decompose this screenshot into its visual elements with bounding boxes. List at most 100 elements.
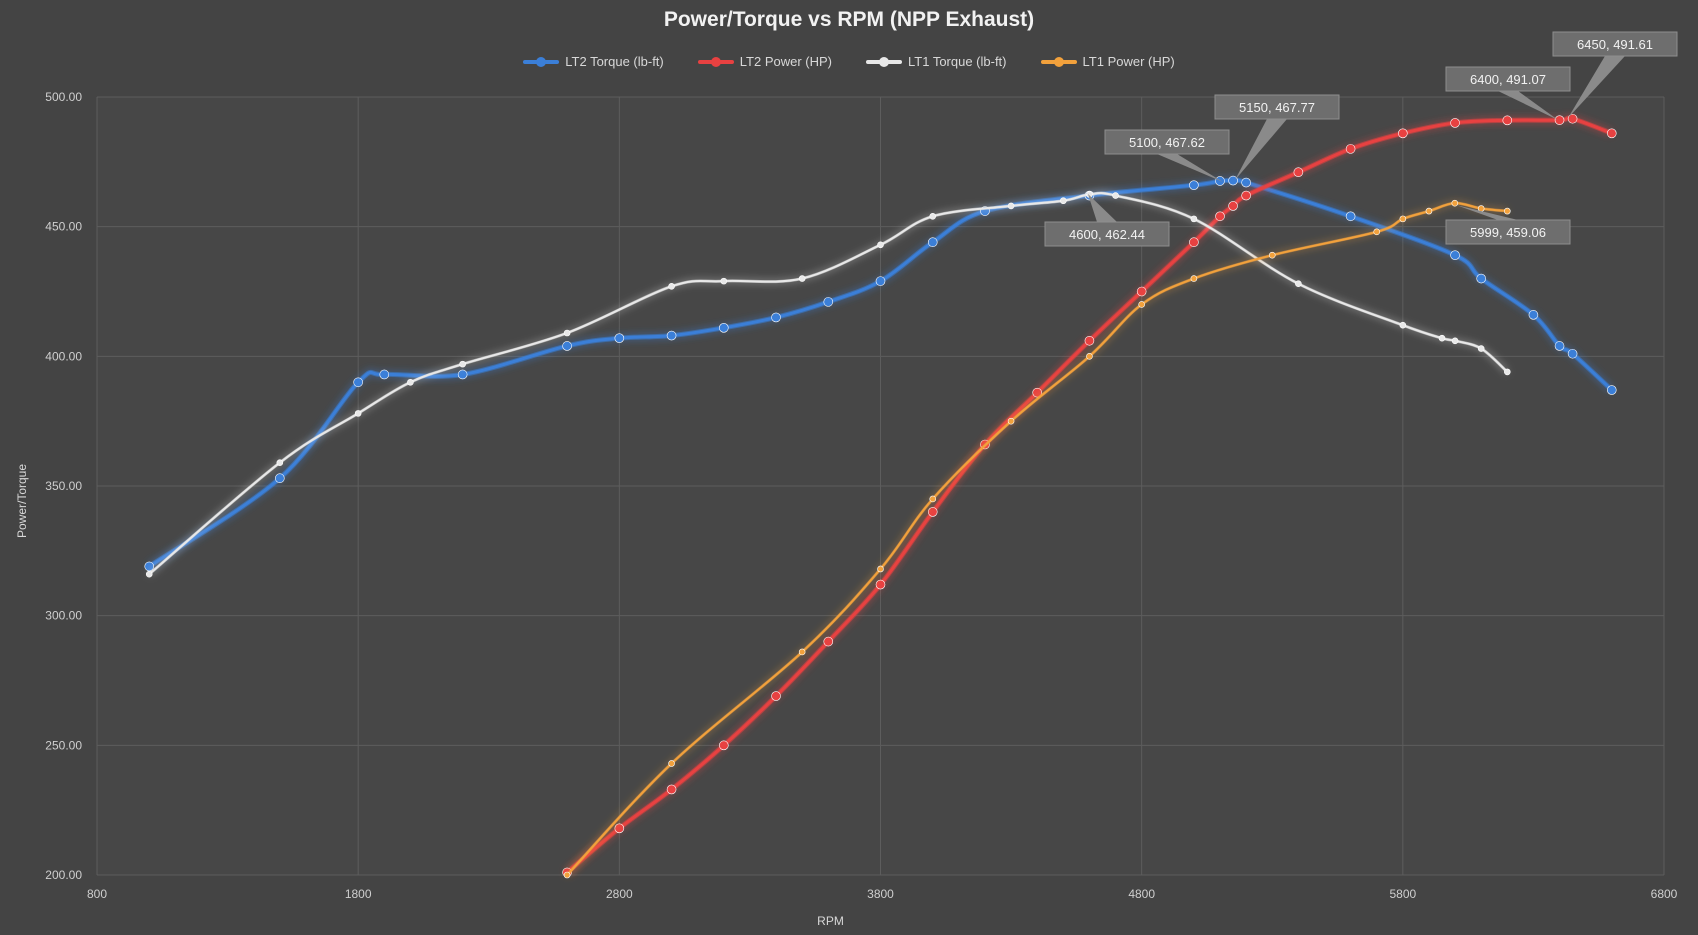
callout-label: 5150, 467.77 (1239, 100, 1315, 115)
data-point (1373, 228, 1381, 236)
data-point (1606, 385, 1617, 395)
callout-pointer (1456, 205, 1518, 220)
y-tick-label: 300.00 (45, 609, 82, 623)
callout-box (1445, 219, 1571, 245)
callout-label: 5100, 467.62 (1129, 135, 1205, 150)
data-point (614, 333, 625, 343)
series-1 (562, 113, 1617, 878)
data-point (1215, 211, 1225, 222)
data-point (1504, 207, 1511, 215)
data-point (1450, 118, 1460, 128)
axes-layer: 800 1800 2800 3800 4800 5800 6800 200.00 250.00 3… (15, 90, 1678, 928)
data-point (1502, 115, 1513, 126)
data-point (1228, 201, 1238, 211)
annotation-callout: 4600, 462.44 (1044, 194, 1170, 247)
callout-label: 6400, 491.07 (1470, 72, 1546, 87)
data-point (614, 823, 625, 834)
annotations-layer: 4600, 462.44 5100, 467.62 5150, 467.77 5999… (1044, 31, 1678, 247)
data-point (1190, 215, 1198, 223)
data-point (1451, 337, 1459, 345)
data-point (354, 410, 362, 417)
legend-label: LT2 Power (HP) (739, 54, 832, 69)
data-point (276, 459, 284, 466)
data-point (457, 369, 468, 380)
chart-legend: LT2 Torque (lb-ft) LT2 Power (HP) LT1 Torq… (0, 54, 1698, 69)
series-0 (144, 175, 1617, 572)
data-point (1567, 348, 1578, 359)
data-point (1528, 310, 1539, 320)
callout-label: 6450, 491.61 (1577, 37, 1653, 52)
data-point (666, 330, 677, 341)
x-tick-label: 1800 (345, 887, 372, 901)
data-point (823, 636, 834, 647)
data-point (562, 341, 572, 351)
legend-label: LT1 Torque (lb-ft) (908, 54, 1007, 69)
data-point (353, 377, 363, 388)
legend-item: LT2 Power (HP) (697, 54, 832, 69)
annotation-callout: 6450, 491.61 (1552, 31, 1678, 118)
callout-box (1214, 94, 1340, 120)
data-point (718, 323, 729, 333)
callout-box (1044, 221, 1170, 247)
data-point (1295, 280, 1302, 288)
x-tick-label: 4800 (1128, 887, 1155, 901)
data-point (1007, 417, 1015, 425)
data-point (877, 565, 884, 573)
data-point (1567, 113, 1578, 124)
callout-pointer (1568, 56, 1625, 118)
data-point (1399, 321, 1407, 329)
data-point (1477, 345, 1485, 352)
data-point (379, 369, 390, 380)
data-point (1136, 286, 1147, 297)
data-point (1504, 368, 1511, 376)
data-point (1438, 334, 1446, 342)
data-point (1451, 199, 1459, 207)
data-point (1086, 353, 1093, 360)
legend-swatch (523, 56, 560, 67)
data-point (1268, 251, 1276, 259)
annotation-callout: 5100, 467.62 (1104, 129, 1230, 182)
data-point (1476, 273, 1486, 284)
data-point (563, 871, 571, 879)
data-point (798, 275, 806, 282)
series-line (148, 177, 1613, 568)
legend-swatch (1040, 56, 1077, 67)
legend-label: LT2 Torque (lb-ft) (565, 54, 664, 69)
data-point (1084, 335, 1095, 346)
annotation-callout: 5999, 459.06 (1445, 205, 1571, 245)
data-point (1345, 211, 1356, 222)
annotation-callout: 5150, 467.77 (1214, 94, 1340, 180)
x-tick-label: 3800 (867, 887, 894, 901)
data-point (407, 378, 414, 386)
data-point (1138, 301, 1145, 308)
data-point (1241, 190, 1251, 201)
data-point (929, 212, 937, 220)
callout-box (1552, 31, 1678, 57)
data-point (927, 237, 938, 248)
series-3 (563, 199, 1511, 879)
data-point (1450, 250, 1460, 260)
annotation-callout: 6400, 491.07 (1445, 66, 1571, 120)
y-axis-title: Power/Torque (15, 464, 29, 538)
data-point (877, 241, 884, 249)
data-point (720, 277, 728, 285)
grid-layer (96, 96, 1665, 876)
legend-item: LT2 Torque (lb-ft) (523, 54, 664, 69)
callout-pointer (1498, 91, 1558, 120)
x-axis-title: RPM (817, 914, 844, 928)
data-point (1606, 128, 1617, 139)
legend-item: LT1 Torque (lb-ft) (866, 54, 1007, 69)
data-point (875, 579, 886, 590)
x-tick-label: 6800 (1651, 887, 1678, 901)
legend-item: LT1 Power (HP) (1040, 54, 1175, 69)
data-point (1293, 167, 1304, 178)
data-point (459, 360, 466, 368)
data-point (875, 276, 886, 286)
x-tick-label: 5800 (1389, 887, 1416, 901)
data-point (929, 495, 937, 503)
data-point (668, 283, 675, 290)
x-tick-label: 800 (87, 887, 107, 901)
y-tick-label: 200.00 (45, 868, 82, 882)
